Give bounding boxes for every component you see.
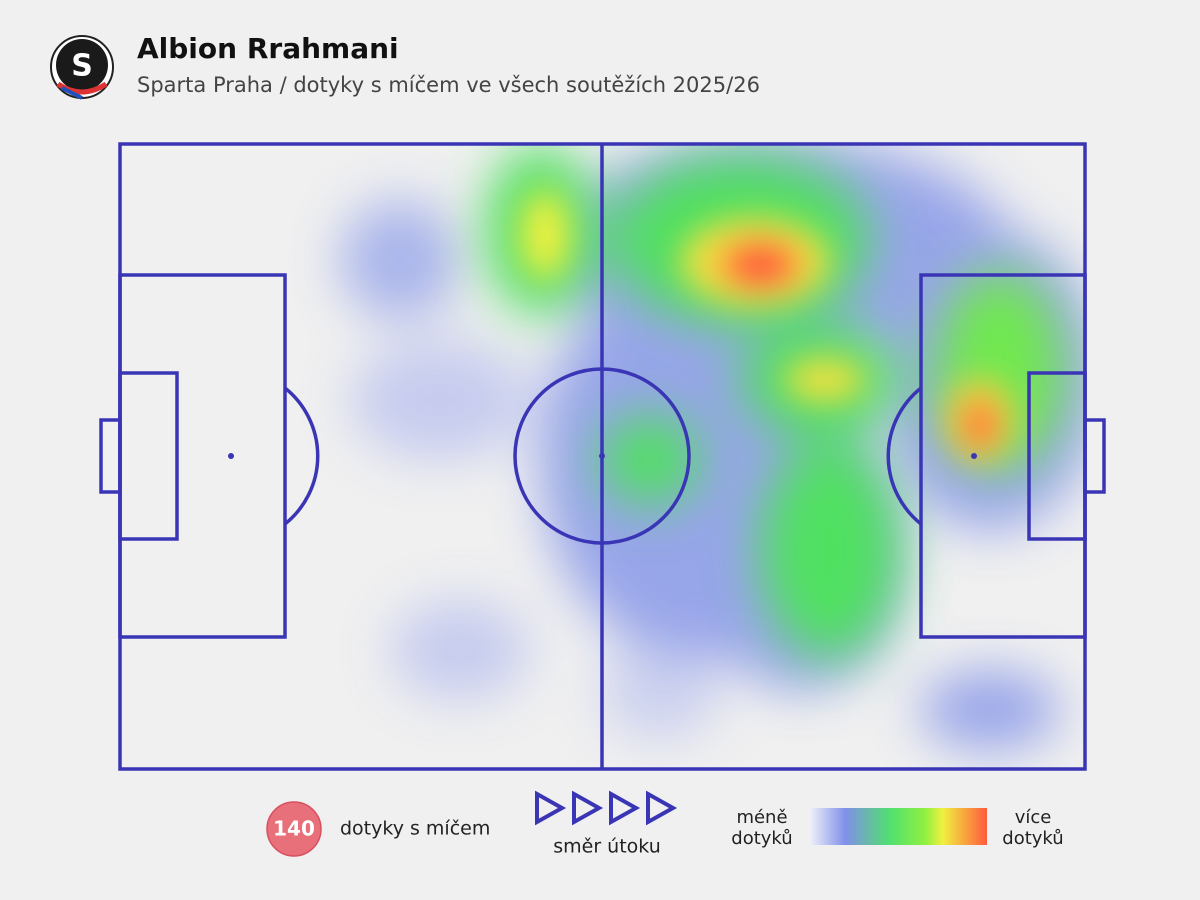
title: Albion Rrahmani (137, 32, 399, 65)
color-scale (810, 808, 987, 845)
heatmap (340, 144, 1085, 750)
logo-letter: S (71, 49, 93, 84)
direction-label: směr útoku (553, 836, 661, 858)
count-label: dotyky s míčem (340, 818, 490, 840)
logo: S (50, 35, 114, 100)
more-label: dotyků (1002, 828, 1063, 849)
legend: 140 dotyky s míčem směr útoku méně dotyk… (266, 790, 1064, 858)
more-label: více (1015, 807, 1052, 828)
pitch (99, 142, 1106, 771)
less-label: méně (736, 807, 787, 828)
direction-arrows (535, 790, 678, 826)
subtitle: Sparta Praha / dotyky s míčem ve všech s… (137, 73, 760, 97)
less-label: dotyků (731, 828, 792, 849)
touch-count: 140 (273, 817, 315, 841)
